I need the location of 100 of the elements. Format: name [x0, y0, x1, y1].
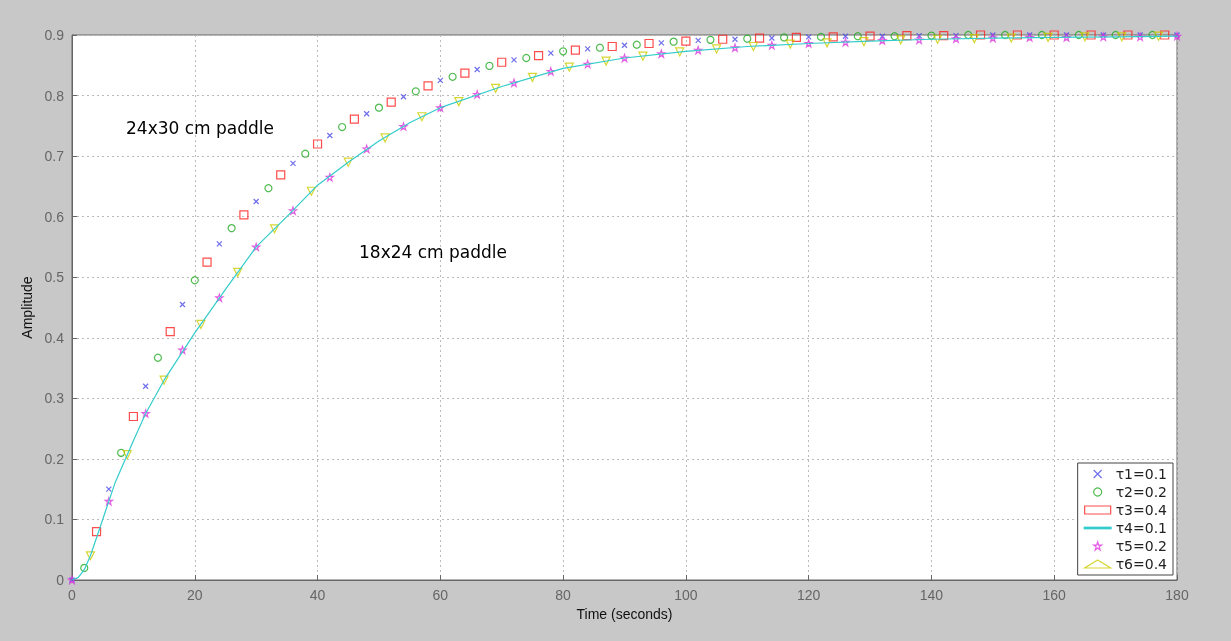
point: [927, 31, 936, 40]
point: [142, 383, 149, 390]
point: [400, 93, 407, 100]
point: [165, 327, 175, 337]
point: [748, 41, 759, 52]
y-tick-label: 0.2: [44, 450, 65, 467]
point: [215, 293, 224, 302]
x-tick-label: 20: [186, 587, 203, 603]
point: [632, 40, 641, 49]
x-tick-label: 120: [796, 587, 821, 603]
point: [509, 78, 519, 87]
point: [915, 35, 924, 44]
point: [842, 33, 849, 40]
point: [190, 276, 199, 285]
point: [216, 240, 223, 248]
point: [621, 42, 628, 49]
point: [638, 51, 648, 61]
point: [768, 34, 775, 42]
point: [1117, 32, 1127, 42]
y-tick-label: 0.5: [44, 269, 65, 286]
point: [497, 57, 507, 67]
point: [349, 114, 359, 124]
point: [583, 59, 592, 69]
point: [289, 160, 297, 167]
x-tick-label: 140: [919, 587, 944, 603]
point: [288, 206, 298, 215]
point: [711, 44, 722, 54]
legend-label: τ5=0.2: [1115, 538, 1168, 554]
point: [564, 62, 574, 72]
point: [117, 448, 126, 457]
point: [695, 37, 702, 44]
point: [546, 67, 555, 76]
point: [595, 43, 605, 52]
point: [1111, 30, 1120, 40]
annotation: 24x30 cm paddle: [126, 118, 275, 138]
point: [104, 497, 113, 506]
point: [178, 345, 187, 354]
point: [878, 36, 887, 45]
point: [423, 81, 433, 91]
legend-label: τ1=0.1: [1115, 466, 1168, 482]
point: [975, 30, 986, 40]
x-tick-label: 0: [68, 587, 77, 603]
point: [460, 68, 470, 78]
point: [853, 32, 862, 41]
point: [1160, 30, 1170, 40]
point: [474, 66, 481, 73]
y-tick-label: 0: [56, 572, 65, 588]
point: [325, 173, 334, 182]
legend-label: τ4=0.1: [1115, 520, 1168, 536]
point: [785, 39, 795, 49]
point: [312, 139, 323, 149]
point: [902, 31, 912, 41]
point: [1037, 30, 1047, 40]
point: [694, 46, 703, 55]
point: [969, 34, 980, 44]
point: [380, 133, 390, 143]
point: [841, 38, 850, 47]
point: [264, 184, 273, 193]
point: [964, 30, 973, 40]
point: [644, 38, 654, 49]
point: [1086, 30, 1096, 40]
x-tick-label: 160: [1042, 587, 1067, 603]
point: [253, 198, 260, 205]
point: [437, 77, 444, 84]
y-tick-label: 0.6: [44, 208, 65, 225]
point: [362, 144, 371, 153]
y-tick-label: 0.3: [44, 390, 65, 407]
point: [988, 33, 997, 43]
point: [522, 53, 531, 63]
point: [527, 72, 538, 82]
point: [196, 319, 206, 330]
point: [80, 563, 89, 572]
point: [85, 551, 96, 561]
point: [1049, 30, 1059, 40]
annotation: 18x24 cm paddle: [359, 242, 508, 262]
legend-label: τ2=0.2: [1115, 484, 1168, 500]
point: [1043, 32, 1053, 43]
point: [1148, 30, 1157, 40]
point: [533, 50, 544, 61]
point: [122, 450, 132, 460]
x-tick-label: 100: [674, 587, 698, 603]
point: [780, 33, 789, 42]
point: [141, 409, 150, 418]
point: [805, 33, 812, 40]
point: [896, 35, 906, 45]
point: [411, 87, 420, 96]
point: [436, 103, 445, 112]
point: [859, 37, 869, 47]
point: [338, 122, 347, 132]
point: [202, 257, 212, 267]
point: [153, 353, 163, 362]
point: [1074, 30, 1083, 40]
point: [658, 39, 665, 46]
point: [951, 34, 961, 43]
point: [227, 224, 236, 233]
point: [767, 41, 776, 50]
point: [791, 32, 801, 43]
point: [448, 72, 457, 81]
point: [326, 132, 333, 139]
point: [269, 224, 280, 234]
